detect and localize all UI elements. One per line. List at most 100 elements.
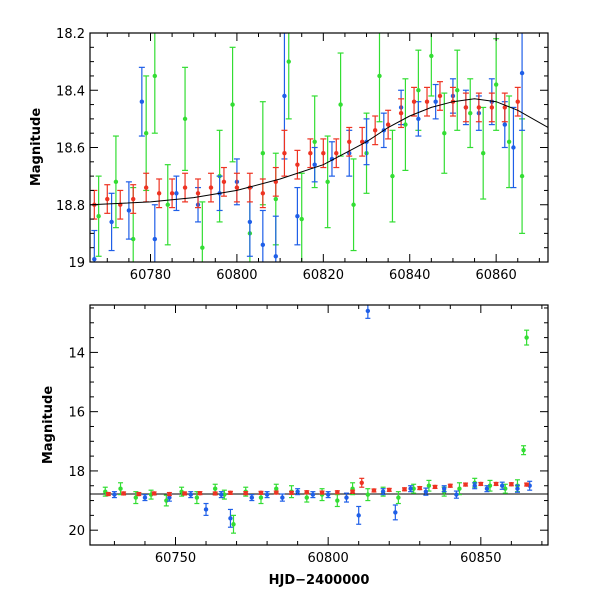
bottom-series-2-point-16: [350, 489, 356, 494]
bottom-series-0-point-8: [221, 489, 227, 500]
top-series-2-point-33: [514, 86, 521, 117]
bottom-panel: 60750 60800 60850 14 16 18 20 Magnitude HJD−24…: [41, 304, 549, 588]
top-series-2-point-32: [501, 92, 508, 123]
bottom-series-2-point-3: [151, 491, 157, 496]
bottom-series-2-point-23: [447, 483, 453, 488]
bottom-series-2-point-18: [371, 488, 377, 493]
bottom-series-1-point-5: [218, 491, 224, 499]
top-series-2-point-22: [372, 115, 379, 146]
top-y-tick-label-3: 18.8: [56, 199, 85, 214]
top-series-0-point-22: [402, 78, 409, 171]
bottom-ticks: 60750 60800 60850 14 16 18 20: [68, 305, 548, 566]
top-y-tick-label-1: 18.4: [56, 84, 85, 99]
top-series-0-point-17: [337, 52, 344, 157]
bottom-series-1-point-18: [408, 485, 414, 493]
top-series-1-point-1: [108, 192, 115, 252]
bottom-series-0-point-24: [456, 482, 462, 496]
top-x-tick-label-4: 60860: [475, 268, 516, 283]
top-series-0-point-28: [480, 106, 487, 200]
bottom-series-1-point-11: [310, 491, 316, 499]
top-series-0-point-1: [112, 135, 119, 229]
top-series-1-point-27: [510, 106, 517, 189]
bottom-series-2-point-12: [289, 490, 295, 496]
bottom-series-2-point-10: [258, 490, 264, 496]
bottom-series-2-point-0: [105, 491, 111, 497]
bottom-series-2-point-27: [508, 482, 514, 487]
top-series-2-point-14: [272, 166, 279, 197]
top-series-1-point-14: [311, 146, 318, 183]
top-series-2-point-4: [143, 172, 150, 203]
top-series-0-point-13: [285, 33, 292, 120]
bottom-series-2-point-7: [212, 491, 218, 496]
bottom-x-tick-label-1: 60800: [307, 551, 348, 566]
top-y-tick-label-4: 19: [68, 256, 85, 271]
bottom-series-0-point-1: [118, 482, 124, 496]
top-series-2-point-6: [169, 178, 176, 209]
top-series-0-point-4: [151, 33, 158, 134]
top-series-2-point-29: [462, 92, 469, 123]
top-series-0-point-26: [454, 49, 461, 131]
bottom-series-2-point-15: [334, 490, 340, 495]
bottom-series-2-point-26: [493, 481, 499, 487]
bottom-series-0-point-16: [334, 494, 340, 508]
top-series-2-point-10: [220, 166, 227, 197]
top-series-2-point-2: [117, 189, 124, 220]
top-series-0-point-18: [350, 158, 357, 252]
top-series-2-point-8: [195, 178, 202, 209]
bottom-series-2-point-19: [386, 487, 392, 493]
bottom-x-axis-label: HJD−2400000: [269, 573, 370, 588]
bottom-series-2-point-8: [227, 490, 233, 496]
top-series-2-point-9: [207, 172, 214, 203]
top-x-tick-label-1: 60800: [216, 268, 257, 283]
top-series-0-point-20: [376, 33, 383, 123]
bottom-series-0-point-21: [411, 483, 417, 494]
top-x-tick-label-0: 60780: [130, 268, 171, 283]
bottom-series-2-point-13: [304, 490, 310, 495]
bottom-series-1-point-12: [325, 491, 331, 499]
bottom-series-2-point-5: [182, 491, 188, 496]
top-series-0-point-21: [389, 129, 396, 223]
top-series-2-point-5: [156, 178, 163, 209]
bottom-y-tick-label-1: 16: [68, 406, 85, 421]
bottom-series-1-point-15: [365, 305, 371, 319]
top-series-1-point-11: [272, 215, 279, 262]
bottom-series-2-point-14: [319, 490, 325, 495]
top-series-0-point-30: [506, 95, 513, 189]
bottom-data-layer: [102, 305, 533, 534]
top-series-0-point-25: [441, 92, 448, 174]
bottom-series-2-point-6: [197, 490, 203, 496]
bottom-series-0-point-22: [426, 479, 432, 492]
bottom-series-1-point-20: [441, 485, 447, 493]
top-series-0-point-16: [324, 135, 331, 229]
top-series-2-point-24: [398, 98, 405, 129]
top-series-1-point-3: [138, 66, 145, 137]
top-series-2-point-30: [475, 92, 482, 123]
top-ticks: 60780 60800 60820 60840 60860 18.2 18.4 18.6 18.…: [56, 27, 548, 283]
top-y-tick-label-2: 18.6: [56, 142, 85, 157]
bottom-series-2-point-17: [359, 477, 365, 488]
bottom-series-1-point-0: [111, 491, 117, 499]
bottom-y-axis-label: Magnitude: [41, 386, 56, 465]
bottom-series-0-point-20: [395, 491, 401, 505]
top-model-curve: [90, 98, 548, 206]
bottom-series-1-point-22: [472, 482, 478, 490]
bottom-series-2-point-28: [524, 482, 530, 487]
top-y-tick-label-0: 18.2: [56, 27, 85, 42]
bottom-series-2-point-21: [417, 485, 423, 491]
top-series-0-point-6: [182, 66, 189, 171]
top-series-2-point-11: [233, 172, 240, 203]
bottom-series-1-point-16: [380, 488, 386, 496]
top-series-2-point-15: [281, 129, 288, 177]
top-series-0-point-29: [493, 38, 500, 131]
top-series-1-point-13: [294, 186, 301, 246]
bottom-series-1-point-6: [227, 508, 233, 528]
top-series-0-point-7: [199, 201, 206, 262]
bottom-series-0-point-18: [365, 488, 371, 502]
bottom-series-1-point-13: [343, 492, 349, 503]
top-series-2-point-7: [182, 172, 189, 203]
bottom-series-2-point-25: [478, 481, 484, 487]
bottom-y-tick-label-3: 20: [68, 524, 85, 539]
top-series-1-point-5: [173, 175, 180, 212]
bottom-series-2-point-1: [121, 491, 127, 496]
bottom-series-0-point-9: [231, 514, 237, 534]
